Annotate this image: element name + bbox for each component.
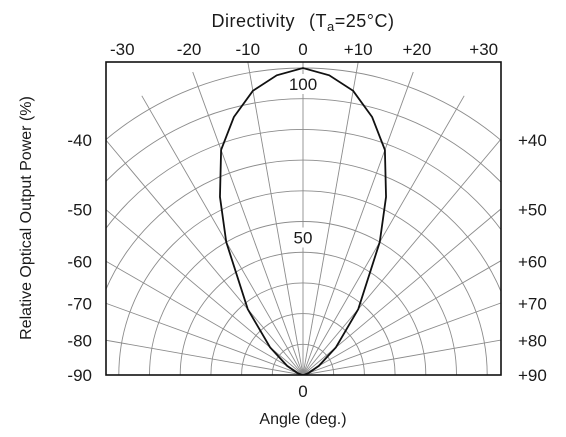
radial-value-label: 50 bbox=[294, 229, 313, 248]
chart-title: Directivity (Ta=25°C) bbox=[212, 11, 395, 34]
left-tick-label: -60 bbox=[67, 252, 92, 271]
top-tick-label: 0 bbox=[298, 40, 307, 59]
grid-spoke bbox=[106, 339, 304, 375]
top-tick-label: +30 bbox=[469, 40, 498, 59]
left-tick-label: -70 bbox=[67, 294, 92, 313]
grid-spoke bbox=[302, 339, 501, 375]
right-tick-label: +60 bbox=[518, 252, 547, 271]
right-tick-label: +50 bbox=[518, 201, 547, 220]
grid-spoke bbox=[247, 62, 304, 375]
left-angle-ticks: -40 -50 -60 -70 -80 -90 bbox=[67, 131, 92, 385]
grid-spoke bbox=[192, 71, 304, 375]
right-tick-label: +40 bbox=[518, 131, 547, 150]
top-tick-label: -10 bbox=[236, 40, 261, 59]
grid-spoke bbox=[106, 302, 304, 375]
plot-frame bbox=[105, 61, 502, 376]
top-tick-label: +10 bbox=[344, 40, 373, 59]
top-angle-ticks: -30 -20 -10 0 +10 +20 +30 bbox=[110, 40, 498, 59]
grid-spoke bbox=[106, 139, 304, 375]
polar-grid bbox=[106, 62, 501, 375]
x-axis-label: Angle (deg.) bbox=[259, 411, 346, 428]
radial-value-label: 100 bbox=[289, 75, 317, 94]
top-tick-label: -30 bbox=[110, 40, 135, 59]
grid-spoke bbox=[302, 208, 501, 375]
right-tick-label: +80 bbox=[518, 331, 547, 350]
directivity-curve bbox=[219, 67, 387, 375]
grid-spoke bbox=[141, 95, 304, 375]
top-tick-label: +20 bbox=[402, 40, 431, 59]
grid-spoke bbox=[302, 260, 501, 375]
radial-value-labels: 100 50 bbox=[287, 74, 319, 248]
right-tick-label: +90 bbox=[518, 366, 547, 385]
right-angle-ticks: +40 +50 +60 +70 +80 +90 bbox=[518, 131, 547, 385]
radial-label-backdrop bbox=[287, 227, 319, 248]
left-tick-label: -90 bbox=[67, 366, 92, 385]
grid-spoke bbox=[106, 260, 304, 375]
grid-spoke bbox=[302, 71, 414, 375]
radial-label-backdrop bbox=[287, 74, 319, 94]
top-tick-label: -20 bbox=[177, 40, 202, 59]
grid-spoke bbox=[302, 138, 501, 375]
y-axis-label: Relative Optical Output Power (%) bbox=[18, 96, 35, 340]
left-tick-label: -50 bbox=[67, 201, 92, 220]
grid-spoke bbox=[302, 95, 465, 375]
right-tick-label: +70 bbox=[518, 294, 547, 313]
left-tick-label: -80 bbox=[67, 331, 92, 350]
left-tick-label: -40 bbox=[67, 131, 92, 150]
bottom-angle-tick: 0 bbox=[298, 382, 307, 401]
grid-spoke bbox=[302, 302, 501, 375]
grid-spoke bbox=[302, 62, 359, 375]
grid-spoke bbox=[106, 209, 304, 375]
